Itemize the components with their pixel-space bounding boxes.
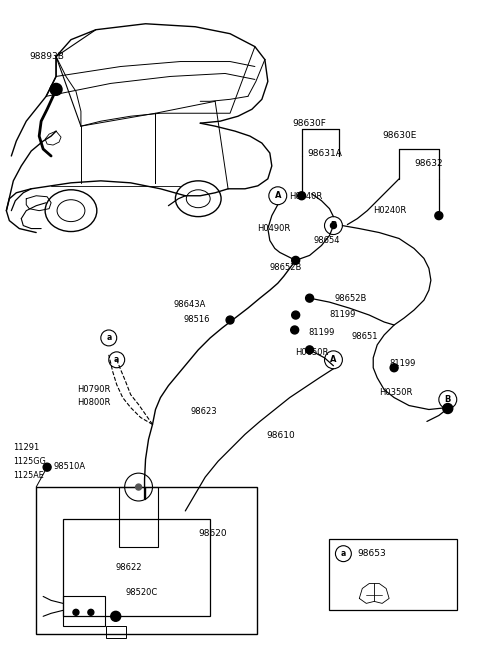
Circle shape (136, 484, 142, 490)
Text: 11291: 11291 (13, 443, 39, 452)
Text: 98643A: 98643A (173, 300, 206, 309)
Text: 98623: 98623 (190, 406, 217, 415)
Circle shape (292, 256, 300, 264)
Text: a: a (106, 333, 111, 342)
Bar (63, 596, 105, 626)
Text: 1125GG: 1125GG (13, 457, 46, 466)
Circle shape (226, 316, 234, 324)
Text: 98654: 98654 (313, 236, 340, 245)
Circle shape (435, 212, 443, 219)
Circle shape (292, 311, 300, 319)
Circle shape (73, 609, 79, 615)
Text: 98620: 98620 (198, 529, 227, 538)
Circle shape (443, 404, 453, 413)
Text: 98510A: 98510A (53, 462, 85, 471)
Circle shape (43, 464, 51, 471)
Text: 98520C: 98520C (126, 589, 158, 598)
Text: H0350R: H0350R (379, 387, 413, 396)
Text: a: a (341, 549, 346, 558)
Text: H0240R: H0240R (288, 192, 322, 201)
Circle shape (111, 611, 120, 621)
Text: 98653: 98653 (357, 549, 386, 558)
Bar (36, 487, 257, 634)
Text: 81199: 81199 (309, 329, 335, 337)
Circle shape (330, 223, 336, 229)
Text: 98652B: 98652B (335, 294, 367, 303)
Bar (106, 626, 126, 638)
Bar (329, 539, 457, 611)
Text: 98652B: 98652B (270, 264, 302, 272)
Circle shape (291, 326, 299, 334)
Text: A: A (275, 191, 281, 201)
Text: H0650R: H0650R (295, 348, 328, 357)
Circle shape (390, 364, 398, 372)
Text: 98622: 98622 (116, 562, 142, 572)
Text: 81199: 81199 (329, 310, 356, 318)
Text: H0240R: H0240R (373, 206, 407, 215)
Text: 98630F: 98630F (293, 119, 326, 128)
Circle shape (88, 609, 94, 615)
Text: H0790R: H0790R (77, 385, 110, 394)
Circle shape (306, 294, 313, 302)
Text: A: A (330, 355, 336, 365)
Text: 98516: 98516 (183, 315, 210, 324)
Text: B: B (330, 221, 336, 230)
Text: 98651: 98651 (351, 333, 378, 341)
Text: 98630E: 98630E (382, 131, 417, 140)
Text: 98632: 98632 (414, 159, 443, 168)
Circle shape (298, 192, 306, 200)
Text: 98631A: 98631A (308, 149, 343, 158)
Text: B: B (444, 395, 451, 404)
Text: 98893B: 98893B (29, 51, 64, 61)
Text: a: a (114, 355, 120, 365)
Circle shape (50, 83, 62, 95)
Text: H0800R: H0800R (77, 398, 110, 407)
Text: H0490R: H0490R (257, 223, 290, 232)
Text: 1125AE: 1125AE (13, 471, 44, 480)
Bar (119, 487, 158, 547)
Circle shape (306, 346, 313, 354)
Text: 98610: 98610 (267, 432, 296, 440)
Text: 81199: 81199 (389, 359, 416, 368)
Bar (63, 519, 210, 616)
